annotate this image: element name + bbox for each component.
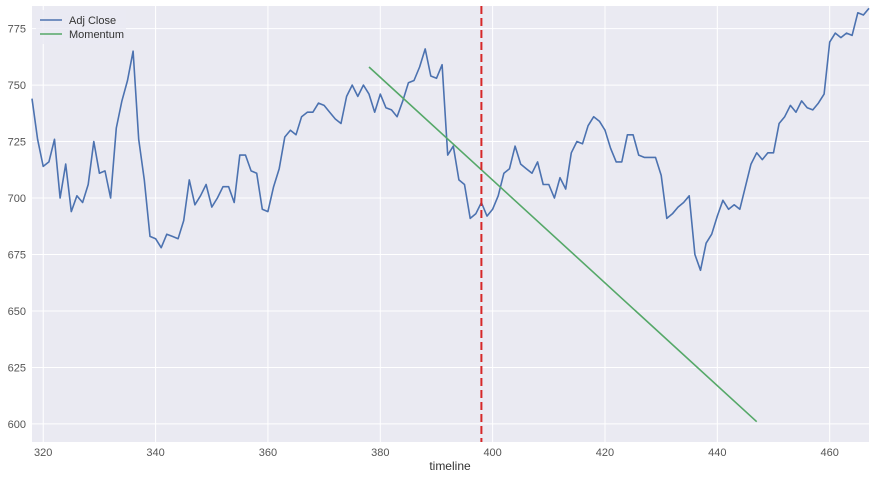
y-tick-label: 775: [8, 24, 26, 36]
legend-label-momentum: Momentum: [69, 29, 124, 41]
x-axis-ticks: 320 340 360 380 400 420 440 460: [34, 447, 839, 459]
x-tick-label: 460: [820, 447, 838, 459]
series-line-momentum: [368, 66, 758, 423]
y-tick-label: 625: [8, 362, 26, 374]
x-tick-label: 320: [34, 447, 52, 459]
y-tick-label: 650: [8, 306, 26, 318]
legend: Adj Close Momentum: [36, 10, 126, 44]
y-tick-label: 600: [8, 419, 26, 431]
x-tick-label: 360: [259, 447, 277, 459]
x-axis-label: timeline: [429, 459, 471, 473]
x-tick-label: 440: [708, 447, 726, 459]
plot-background: [32, 6, 869, 442]
series-group: [31, 7, 870, 423]
x-tick-label: 420: [596, 447, 614, 459]
y-axis-ticks: 600 625 650 675 700 725 750 775: [8, 24, 26, 431]
x-tick-label: 400: [483, 447, 501, 459]
y-tick-label: 750: [8, 80, 26, 92]
y-tick-label: 725: [8, 137, 26, 149]
x-tick-label: 380: [371, 447, 389, 459]
series-line-adj-close: [31, 7, 870, 272]
legend-label-adj-close: Adj Close: [69, 15, 116, 27]
legend-box: [36, 10, 126, 44]
x-tick-label: 340: [146, 447, 164, 459]
y-tick-label: 675: [8, 249, 26, 261]
y-tick-label: 700: [8, 193, 26, 205]
